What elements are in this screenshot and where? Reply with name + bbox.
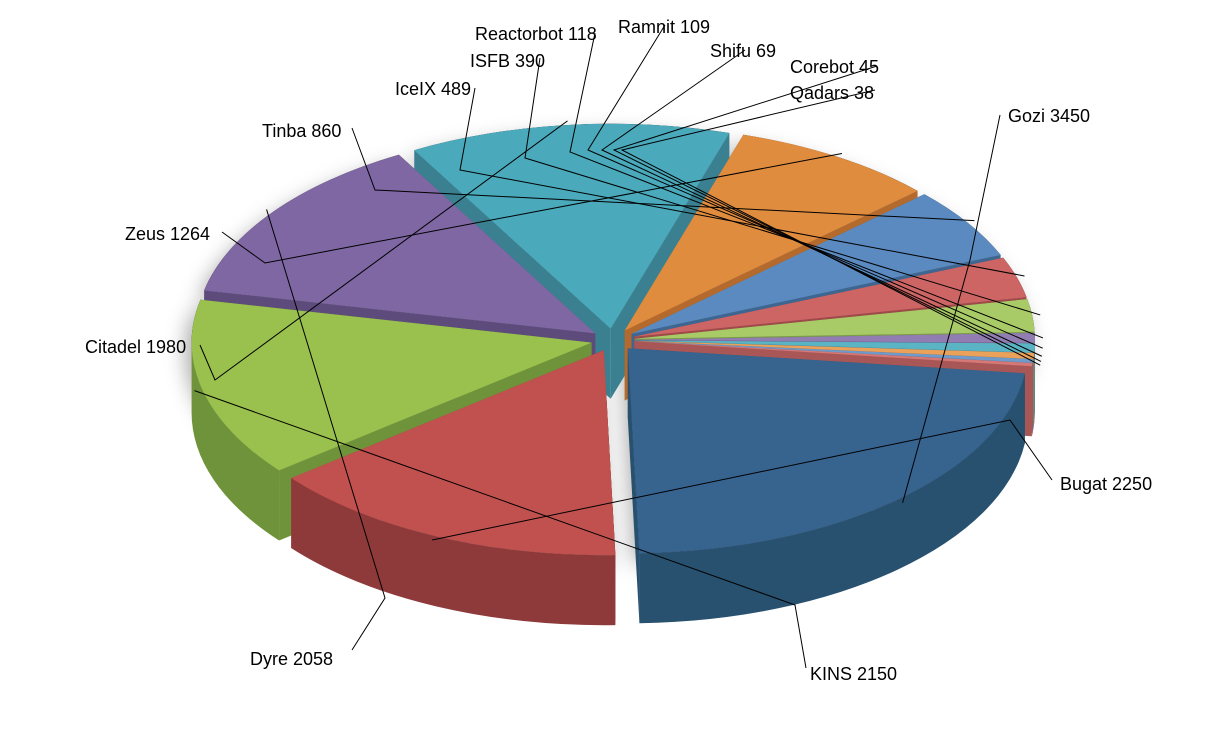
label-tinba: Tinba 860 [262, 122, 341, 142]
label-isfb: ISFB 390 [470, 52, 545, 72]
label-corebot: Corebot 45 [790, 58, 879, 78]
slice-rim-corebot [1033, 359, 1034, 433]
label-iceix: IceIX 489 [395, 80, 471, 100]
label-zeus: Zeus 1264 [125, 225, 210, 245]
label-bugat: Bugat 2250 [1060, 475, 1152, 495]
label-gozi: Gozi 3450 [1008, 107, 1090, 127]
label-kins: KINS 2150 [810, 665, 897, 685]
label-qadars: Qadars 38 [790, 84, 874, 104]
chart-stage: Gozi 3450 Bugat 2250 KINS 2150 Dyre 2058 Cit… [0, 0, 1226, 730]
label-citadel: Citadel 1980 [85, 338, 186, 358]
slice-rim-shifu [1033, 353, 1034, 429]
slice-rim-ramnit [1034, 343, 1035, 422]
label-shifu: Shifu 69 [710, 42, 776, 62]
label-ramnit: Ramnit 109 [618, 18, 710, 38]
label-reactorbot: Reactorbot 118 [475, 25, 597, 45]
label-dyre: Dyre 2058 [250, 650, 333, 670]
slice-rim-qadars [1032, 363, 1033, 436]
